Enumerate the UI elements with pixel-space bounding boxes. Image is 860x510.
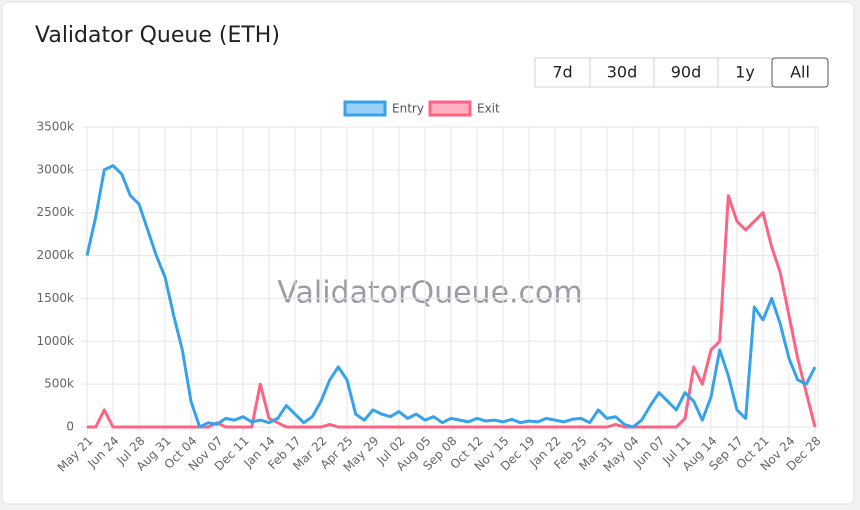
y-tick-label: 0 xyxy=(66,420,74,434)
series-line xyxy=(85,164,817,429)
y-tick-label: 1000k xyxy=(37,334,75,348)
legend-swatch xyxy=(343,100,387,117)
range-button-label[interactable]: 7d xyxy=(552,63,572,82)
y-tick-label: 2000k xyxy=(37,248,75,262)
range-button-label[interactable]: All xyxy=(790,63,810,82)
y-tick-label: 1500k xyxy=(37,291,75,305)
chart-title: Validator Queue (ETH) xyxy=(35,23,280,48)
range-button[interactable] xyxy=(771,57,829,88)
legend-label: Exit xyxy=(477,102,500,116)
y-tick-label: 3000k xyxy=(37,162,75,176)
range-button[interactable] xyxy=(534,57,591,88)
y-tick-label: 3500k xyxy=(37,120,75,134)
legend-swatch xyxy=(428,100,472,117)
y-tick-label: 500k xyxy=(44,377,74,391)
series-line xyxy=(87,194,817,429)
watermark: ValidatorQueue.com xyxy=(277,276,582,311)
range-button-label[interactable]: 90d xyxy=(671,63,702,82)
range-button[interactable] xyxy=(653,57,719,88)
range-button-label[interactable]: 30d xyxy=(607,63,638,82)
range-button[interactable] xyxy=(717,57,773,88)
y-tick-label: 2500k xyxy=(37,205,75,219)
legend-label: Entry xyxy=(392,102,424,116)
range-button[interactable] xyxy=(589,57,655,88)
range-button-label[interactable]: 1y xyxy=(735,63,755,82)
